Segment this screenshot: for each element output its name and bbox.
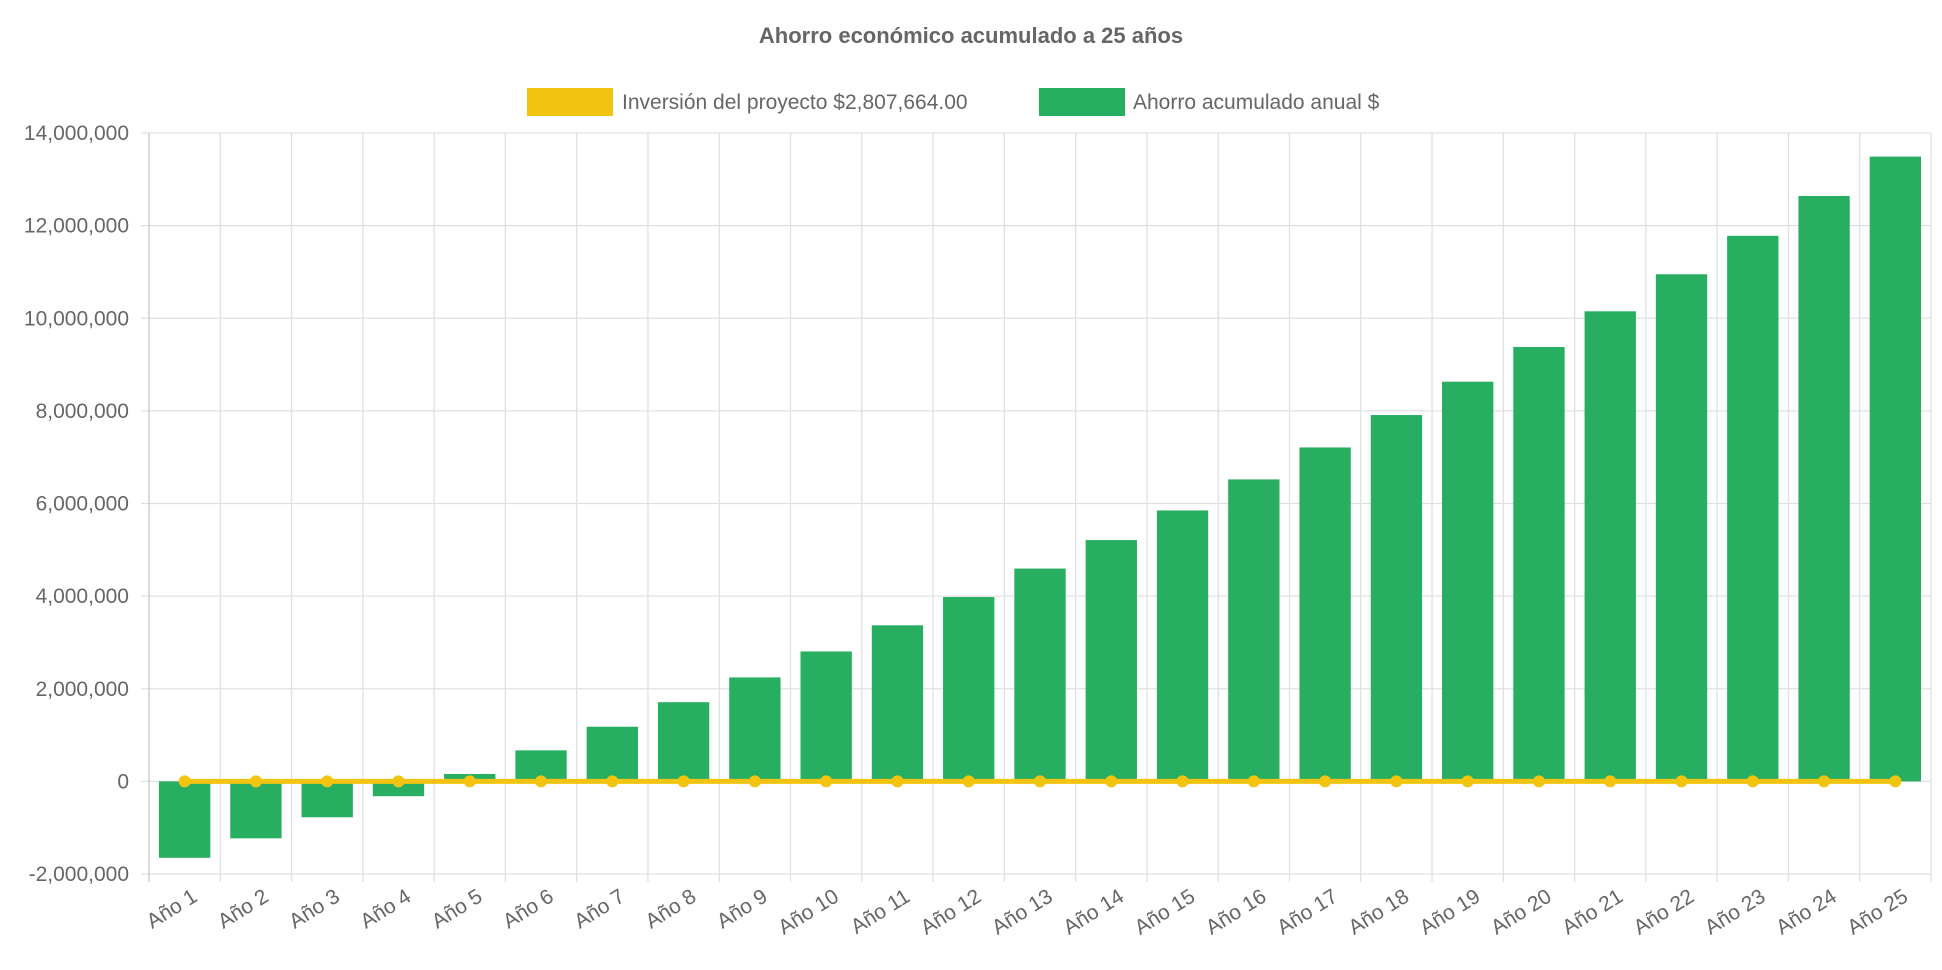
- x-tick-label: Año 7: [570, 885, 629, 934]
- x-tick-label: Año 8: [642, 885, 701, 934]
- bar: [1513, 346, 1565, 782]
- grid: [141, 132, 1932, 882]
- line-point: [1532, 775, 1545, 788]
- x-tick-label: Año 3: [285, 885, 344, 934]
- line-point: [1247, 775, 1260, 788]
- bar: [1727, 235, 1779, 782]
- line-point: [392, 775, 405, 788]
- line-point: [1461, 775, 1474, 788]
- x-tick-label: Año 14: [1059, 885, 1128, 940]
- legend-swatch-savings: [1039, 88, 1125, 116]
- x-axis-labels: Año 1 Año 2 Año 3 Año 4 Año 5 Año 6 Año 7 Año 8…: [143, 885, 1912, 940]
- line-point: [891, 775, 904, 788]
- x-tick-label: Año 22: [1630, 885, 1699, 940]
- line-point: [1176, 775, 1189, 788]
- bar: [372, 781, 425, 797]
- bar: [1228, 479, 1280, 782]
- bars: [158, 156, 1922, 858]
- bar: [1156, 510, 1209, 782]
- line-point: [820, 775, 833, 788]
- x-tick-label: Año 24: [1772, 885, 1841, 940]
- line-point: [463, 775, 476, 788]
- x-tick-label: Año 6: [499, 885, 558, 934]
- line-point: [178, 775, 191, 788]
- x-tick-label: Año 13: [988, 885, 1057, 940]
- bar: [1085, 540, 1137, 782]
- bar: [871, 625, 924, 782]
- line-point: [1746, 775, 1759, 788]
- y-tick-label: 6,000,000: [36, 493, 129, 516]
- bar: [1798, 195, 1850, 782]
- bar: [1442, 381, 1494, 782]
- x-tick-label: Año 1: [143, 885, 202, 934]
- line-point: [535, 775, 548, 788]
- y-tick-label: 4,000,000: [36, 585, 129, 608]
- line-point: [249, 775, 262, 788]
- y-tick-label: 0: [117, 770, 129, 793]
- bar: [657, 702, 710, 782]
- x-tick-label: Año 17: [1273, 885, 1342, 940]
- x-tick-label: Año 21: [1558, 885, 1627, 940]
- bar: [1299, 447, 1351, 782]
- bar: [158, 781, 211, 858]
- x-tick-label: Año 20: [1487, 885, 1556, 940]
- line-point: [1604, 775, 1617, 788]
- legend-label-investment: Inversión del proyecto $2,807,664.00: [622, 91, 968, 114]
- y-tick-label: 10,000,000: [24, 307, 129, 330]
- y-tick-label: 12,000,000: [24, 215, 129, 238]
- line-point: [1390, 775, 1403, 788]
- bar: [943, 597, 995, 782]
- legend-swatch-investment: [527, 88, 613, 116]
- chart-title: Ahorro económico acumulado a 25 años: [759, 23, 1183, 48]
- x-tick-label: Año 25: [1843, 885, 1912, 940]
- line-series: [178, 775, 1902, 788]
- line-point: [748, 775, 761, 788]
- line-point: [1105, 775, 1118, 788]
- x-tick-label: Año 9: [713, 885, 772, 934]
- line-point: [1818, 775, 1831, 788]
- bar: [586, 726, 638, 782]
- bar: [1370, 415, 1423, 782]
- y-tick-label: 8,000,000: [36, 400, 129, 423]
- bar: [1014, 568, 1066, 782]
- line-point: [321, 775, 334, 788]
- x-tick-label: Año 12: [917, 885, 986, 940]
- bar: [729, 677, 781, 782]
- legend-label-savings: Ahorro acumulado anual $: [1133, 91, 1380, 114]
- line-point: [1034, 775, 1046, 788]
- line-point: [1889, 775, 1902, 788]
- bar: [1584, 311, 1636, 782]
- x-tick-label: Año 5: [428, 885, 487, 934]
- line-point: [606, 775, 619, 788]
- y-tick-label: 14,000,000: [24, 122, 129, 145]
- x-tick-label: Año 19: [1416, 885, 1485, 940]
- y-tick-label: 2,000,000: [36, 678, 129, 701]
- x-tick-label: Año 11: [847, 885, 914, 939]
- x-tick-label: Año 23: [1701, 885, 1770, 940]
- x-tick-label: Año 16: [1202, 885, 1271, 940]
- line-point: [677, 775, 690, 788]
- y-axis-labels: -2,000,000 0 2,000,000 4,000,000 6,000,000 8,…: [24, 122, 129, 886]
- legend: Inversión del proyecto $2,807,664.00 Ahor…: [527, 88, 1380, 116]
- line-point: [962, 775, 975, 788]
- x-tick-label: Año 4: [356, 885, 415, 934]
- y-tick-label: -2,000,000: [29, 863, 129, 886]
- bar: [1655, 274, 1708, 782]
- line-point: [1319, 775, 1332, 788]
- x-tick-label: Año 15: [1131, 885, 1200, 940]
- bar: [800, 651, 852, 782]
- bar: [1869, 156, 1922, 782]
- bar: [230, 781, 282, 839]
- x-tick-label: Año 18: [1344, 885, 1413, 940]
- line-point: [1675, 775, 1688, 788]
- x-tick-label: Año 10: [774, 885, 843, 940]
- x-tick-label: Año 2: [214, 885, 273, 934]
